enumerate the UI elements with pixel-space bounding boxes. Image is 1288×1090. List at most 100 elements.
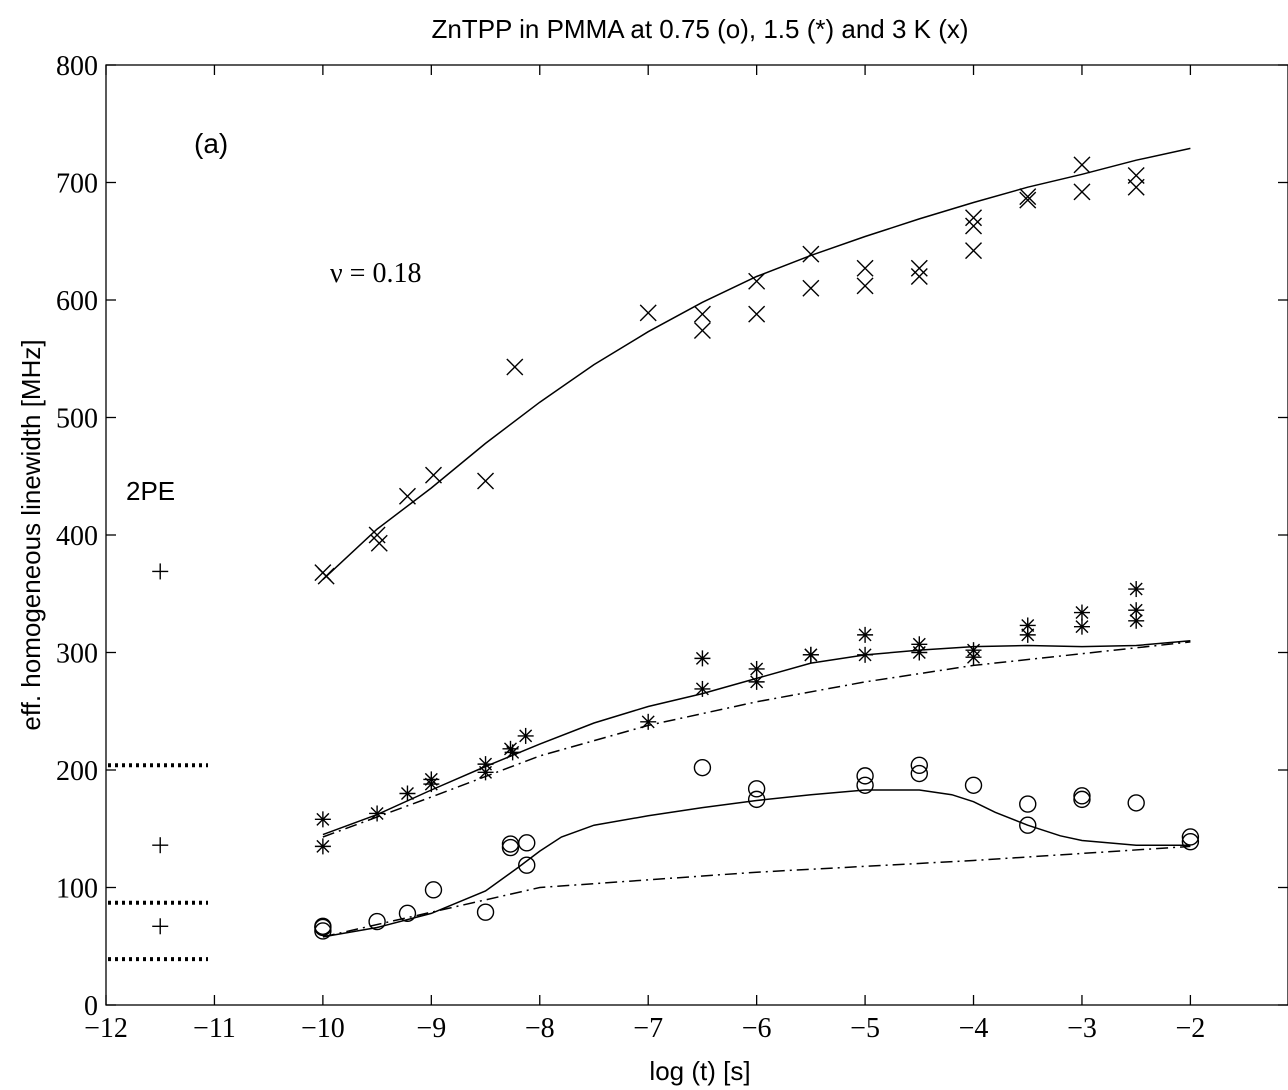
- marker-star: [1019, 626, 1036, 643]
- marker-circle: [476, 903, 495, 921]
- x-tick-label: −11: [193, 1013, 236, 1044]
- marker-circle: [1019, 816, 1037, 834]
- marker-star: [1128, 581, 1145, 598]
- marker-star: [965, 649, 982, 666]
- fit-line-solid: [322, 147, 1191, 581]
- tick-labels: −12 −11 −10 −9 −8 −7 −6 −5 −4 −3 −2 0 100 200 300 400 50…: [56, 51, 1205, 1044]
- marker-cross: [506, 358, 524, 376]
- x-tick-label: −6: [742, 1013, 772, 1044]
- fit-lines: [322, 147, 1191, 938]
- marker-circle: [1019, 795, 1037, 813]
- x-tick-label: −2: [1176, 1013, 1206, 1044]
- marker-star: [504, 744, 521, 761]
- y-tick-label: 400: [56, 521, 98, 552]
- marker-circle: [964, 776, 983, 794]
- marker-star: [802, 646, 819, 663]
- x-tick-label: −10: [301, 1013, 345, 1044]
- marker-star: [1019, 617, 1036, 634]
- marker-star: [314, 838, 331, 855]
- marker-cross: [639, 304, 657, 322]
- fit-line-solid: [322, 789, 1191, 938]
- x-tick-label: −12: [84, 1013, 128, 1044]
- marker-circle: [856, 767, 874, 785]
- marker-cross: [477, 472, 495, 490]
- x-tick-label: −7: [633, 1013, 663, 1044]
- marker-star: [477, 764, 494, 781]
- y-tick-label: 800: [56, 51, 98, 82]
- plot-area: −12 −11 −10 −9 −8 −7 −6 −5 −4 −3 −2 0 100 200 300 400 50…: [56, 51, 1288, 1044]
- marker-circle: [1181, 828, 1200, 846]
- marker-cross: [398, 487, 416, 505]
- marker-star: [369, 805, 386, 822]
- marker-cross: [965, 209, 983, 227]
- marker-cross: [317, 567, 335, 585]
- marker-circle: [910, 756, 929, 774]
- y-tick-label: 600: [56, 286, 98, 317]
- marker-cross: [1019, 191, 1037, 209]
- marker-circle: [368, 912, 386, 931]
- axis-ticks: [105, 64, 1288, 1006]
- marker-star: [694, 650, 711, 667]
- marker-circle: [910, 764, 929, 783]
- y-tick-label: 500: [56, 404, 98, 435]
- y-axis-label: eff. homogeneous linewidth [MHz]: [16, 339, 46, 730]
- marker-star: [748, 673, 765, 690]
- marker-cross: [965, 242, 983, 260]
- dotted-levels: [108, 763, 208, 962]
- marker-cross: [802, 279, 820, 297]
- marker-cross: [424, 466, 442, 484]
- x-tick-label: −4: [959, 1013, 989, 1044]
- marker-star: [314, 811, 331, 828]
- marker-circle: [856, 776, 874, 794]
- marker-star: [423, 776, 440, 793]
- marker-circle: [693, 758, 712, 777]
- marker-cross: [910, 268, 928, 285]
- marker-circle: [1073, 790, 1091, 809]
- x-tick-label: −3: [1067, 1013, 1097, 1044]
- fit-line-dashdot: [322, 641, 1191, 838]
- x-axis-label: log (t) [s]: [649, 1056, 750, 1086]
- y-tick-label: 200: [56, 756, 98, 787]
- y-tick-label: 700: [56, 169, 98, 200]
- marker-star: [1128, 612, 1145, 629]
- marker-cross: [856, 277, 874, 295]
- nu-annotation: ν = 0.18: [330, 258, 421, 289]
- y-tick-label: 100: [56, 874, 98, 905]
- marker-circle: [747, 780, 766, 798]
- marker-star: [1073, 604, 1090, 621]
- axes-frame: [105, 64, 1288, 1006]
- marker-circle: [518, 834, 536, 852]
- marker-star: [517, 727, 534, 744]
- marker-cross: [802, 245, 820, 263]
- marker-circle: [1127, 794, 1145, 812]
- marker-circle: [518, 856, 536, 874]
- marker-circle: [747, 790, 766, 809]
- x-tick-label: −8: [525, 1013, 555, 1044]
- marker-circle: [314, 922, 332, 940]
- marker-star: [911, 644, 928, 661]
- marker-plus: [152, 918, 169, 935]
- marker-cross: [693, 305, 711, 323]
- marker-cross: [1127, 178, 1145, 196]
- marker-star: [857, 626, 874, 643]
- marker-cross: [748, 305, 766, 323]
- marker-cross: [856, 259, 874, 277]
- pe-annotation: 2PE: [126, 476, 175, 506]
- marker-circle: [501, 838, 520, 857]
- marker-star: [640, 713, 657, 730]
- y-tick-label: 300: [56, 639, 98, 670]
- marker-circle: [501, 835, 520, 853]
- marker-cross: [1019, 188, 1037, 206]
- x-tick-label: −5: [850, 1013, 880, 1044]
- marker-cross: [1127, 166, 1145, 184]
- marker-circle: [1073, 787, 1091, 805]
- marker-star: [399, 785, 416, 802]
- x-tick-label: −9: [416, 1013, 446, 1044]
- marker-star: [694, 680, 711, 697]
- marker-cross: [693, 322, 711, 340]
- marker-circle: [398, 904, 417, 923]
- panel-label: (a): [194, 128, 228, 159]
- marker-star: [1073, 618, 1090, 635]
- marker-circle: [1181, 832, 1200, 851]
